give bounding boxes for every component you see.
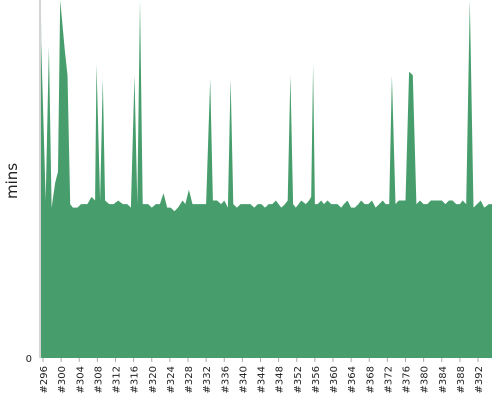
x-tick-label: #364 xyxy=(347,366,358,393)
y-axis-title: mins xyxy=(3,163,21,199)
x-tick-label: #308 xyxy=(93,366,104,393)
x-tick-label: #340 xyxy=(238,366,249,393)
plot-area xyxy=(41,0,492,358)
x-tick-label: #388 xyxy=(456,366,467,393)
x-tick-label: #324 xyxy=(166,366,177,393)
x-tick-label: #300 xyxy=(57,366,68,393)
x-tick-label: #384 xyxy=(438,366,449,393)
x-tick-label: #368 xyxy=(365,366,376,393)
x-tick-label: #356 xyxy=(311,366,322,393)
x-tick-label: #320 xyxy=(148,366,159,393)
area-series xyxy=(41,0,492,358)
x-tick-label: #312 xyxy=(112,366,123,393)
x-tick-label: #360 xyxy=(329,366,340,393)
x-tick-label: #376 xyxy=(402,366,413,393)
y-axis-ticks: 0 xyxy=(26,354,32,365)
x-tick-label: #380 xyxy=(420,366,431,393)
x-tick-label: #352 xyxy=(293,366,304,393)
x-tick-label: #392 xyxy=(474,366,485,393)
x-tick-label: #296 xyxy=(39,366,50,393)
x-tick-label: #372 xyxy=(383,366,394,393)
x-tick-label: #336 xyxy=(220,366,231,393)
x-tick-label: #328 xyxy=(184,366,195,393)
x-tick-label: #304 xyxy=(75,366,86,393)
x-tick-label: #348 xyxy=(275,366,286,393)
x-tick-label: #344 xyxy=(257,366,268,393)
x-tick-label: #316 xyxy=(130,366,141,393)
y-tick-label: 0 xyxy=(26,354,32,365)
x-axis-ticks: #296 #300 #304 #308 #312 #316 #320 #324 #328 #332… xyxy=(39,358,485,393)
x-tick-label: #332 xyxy=(202,366,213,393)
